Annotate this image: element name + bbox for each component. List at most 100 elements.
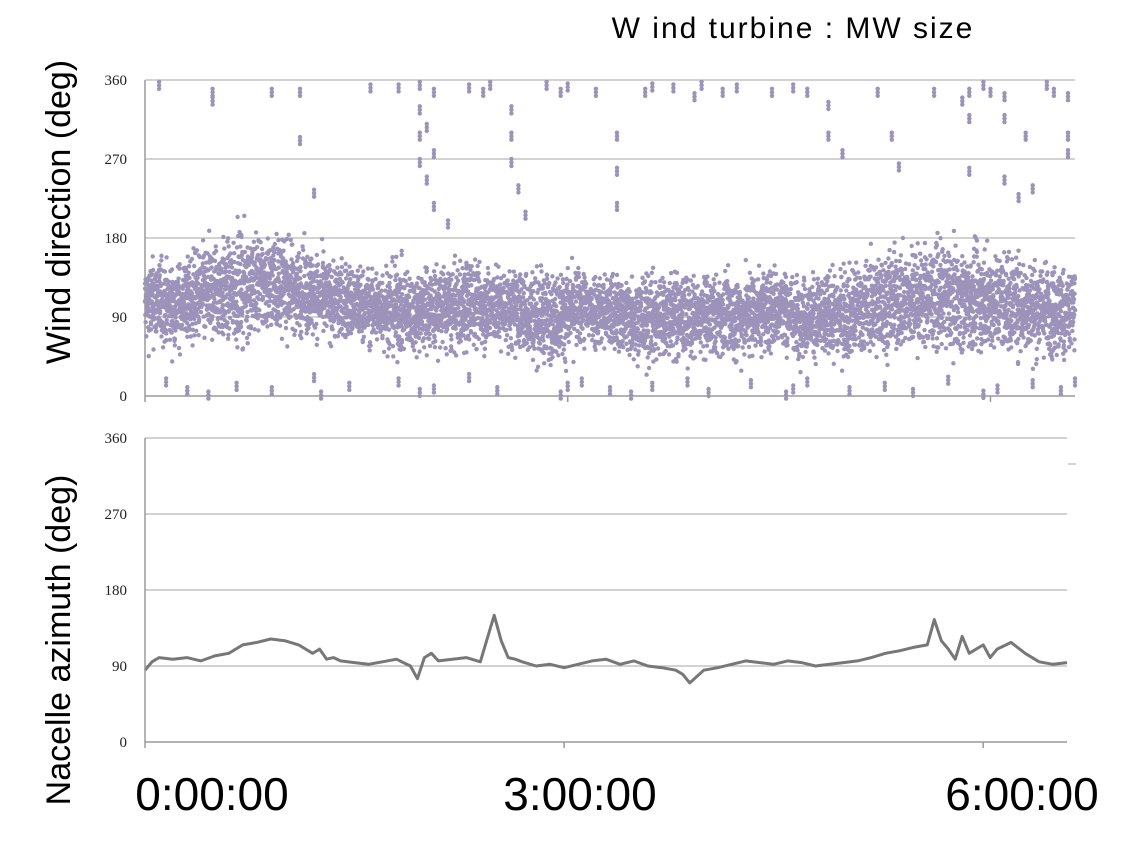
- wind-direction-point: [720, 292, 726, 297]
- wind-direction-point: [524, 271, 529, 277]
- wind-direction-point: [192, 333, 197, 338]
- wind-direction-point: [177, 266, 182, 271]
- wind-direction-point: [462, 272, 467, 277]
- wind-direction-point: [521, 279, 526, 284]
- wind-direction-point: [384, 263, 389, 268]
- wind-direction-point: [253, 230, 259, 235]
- wind-direction-point: [558, 334, 564, 340]
- wind-direction-point: [433, 339, 438, 344]
- wind-direction-point: [194, 248, 200, 253]
- wind-direction-point: [210, 337, 215, 342]
- wind-direction-point: [387, 280, 392, 286]
- wind-direction-point: [735, 282, 740, 288]
- wind-direction-point: [390, 255, 395, 260]
- wind-direction-point: [234, 299, 239, 304]
- wind-direction-point: [173, 315, 178, 320]
- wind-direction-point: [205, 251, 210, 256]
- wind-direction-point: [705, 274, 710, 279]
- wind-direction-point: [644, 372, 649, 377]
- wind-direction-point: [629, 274, 635, 279]
- wind-direction-point: [477, 279, 482, 284]
- wind-direction-point: [310, 263, 315, 268]
- wind-direction-point: [179, 322, 185, 328]
- wind-direction-point: [219, 266, 224, 271]
- wind-direction-point: [172, 343, 177, 348]
- wind-direction-point: [285, 344, 290, 349]
- wind-direction-point: [286, 232, 291, 237]
- wind-direction-point: [190, 327, 195, 332]
- wind-direction-point: [310, 332, 315, 337]
- wind-direction-point: [627, 352, 632, 358]
- wind-direction-point: [399, 337, 405, 343]
- wind-direction-point: [262, 262, 268, 268]
- wind-direction-point: [240, 309, 245, 314]
- wind-direction-point: [717, 280, 722, 285]
- wind-direction-point: [598, 339, 604, 345]
- wind-direction-point: [238, 261, 243, 267]
- wind-direction-point: [535, 364, 541, 369]
- wind-direction-point: [227, 326, 232, 331]
- wind-direction-point: [644, 288, 649, 293]
- wind-direction-point: [335, 265, 340, 270]
- wind-direction-point: [358, 282, 363, 287]
- wind-direction-point: [238, 244, 243, 249]
- wind-direction-point: [339, 272, 344, 277]
- wind-direction-point: [533, 276, 538, 281]
- wind-direction-point: [460, 266, 465, 271]
- wind-direction-point: [284, 236, 290, 242]
- wind-direction-point: [561, 347, 567, 352]
- wind-direction-point: [531, 289, 536, 294]
- wind-direction-point: [649, 290, 654, 295]
- wind-direction-point: [424, 353, 429, 358]
- wind-direction-point: [148, 322, 154, 327]
- wind-direction-point: [712, 281, 717, 287]
- wind-direction-point: [627, 289, 632, 294]
- wind-direction-point: [707, 322, 713, 327]
- wind-direction-point: [507, 269, 512, 274]
- wind-direction-point: [339, 264, 345, 270]
- wind-direction-point: [242, 249, 248, 255]
- wind-direction-point: [704, 343, 710, 348]
- wind-direction-point: [558, 272, 564, 277]
- wind-direction-point: [683, 346, 688, 352]
- wind-direction-point: [315, 262, 321, 267]
- wind-direction-point: [227, 292, 233, 297]
- wind-direction-point: [222, 246, 227, 251]
- wind-direction-point: [194, 328, 199, 333]
- wind-direction-point: [452, 261, 457, 266]
- wind-direction-point: [394, 272, 400, 277]
- wind-direction-point: [298, 276, 303, 281]
- wind-direction-point: [189, 291, 195, 296]
- wind-direction-point: [227, 315, 233, 320]
- wind-direction-point: [504, 333, 510, 338]
- wind-direction-point: [539, 269, 544, 274]
- wind-direction-point: [216, 330, 221, 335]
- wind-direction-point: [244, 318, 249, 323]
- wind-direction-point: [498, 349, 504, 354]
- wind-direction-point: [501, 273, 507, 278]
- wind-direction-point: [682, 293, 687, 298]
- wind-direction-point: [226, 264, 231, 269]
- wind-direction-point: [542, 361, 547, 366]
- wind-direction-point: [290, 260, 296, 266]
- wind-direction-point: [518, 272, 523, 277]
- wind-direction-point: [195, 281, 201, 286]
- wind-direction-point: [390, 259, 395, 264]
- wind-direction-point: [455, 268, 460, 273]
- wind-direction-point: [369, 266, 375, 271]
- wind-direction-point: [549, 292, 554, 297]
- wind-direction-point: [456, 305, 461, 310]
- wind-direction-point: [176, 276, 181, 281]
- wind-direction-point: [400, 292, 405, 297]
- wind-direction-point: [417, 349, 422, 354]
- wind-direction-point: [602, 272, 607, 277]
- wind-direction-point: [506, 351, 511, 356]
- wind-direction-point: [692, 355, 698, 360]
- wind-direction-point: [248, 326, 254, 331]
- wind-direction-point: [227, 269, 232, 274]
- wind-direction-point: [644, 322, 650, 327]
- wind-direction-point: [580, 326, 585, 331]
- wind-direction-point: [373, 276, 378, 282]
- wind-direction-point: [288, 237, 293, 243]
- wind-direction-point: [453, 353, 459, 358]
